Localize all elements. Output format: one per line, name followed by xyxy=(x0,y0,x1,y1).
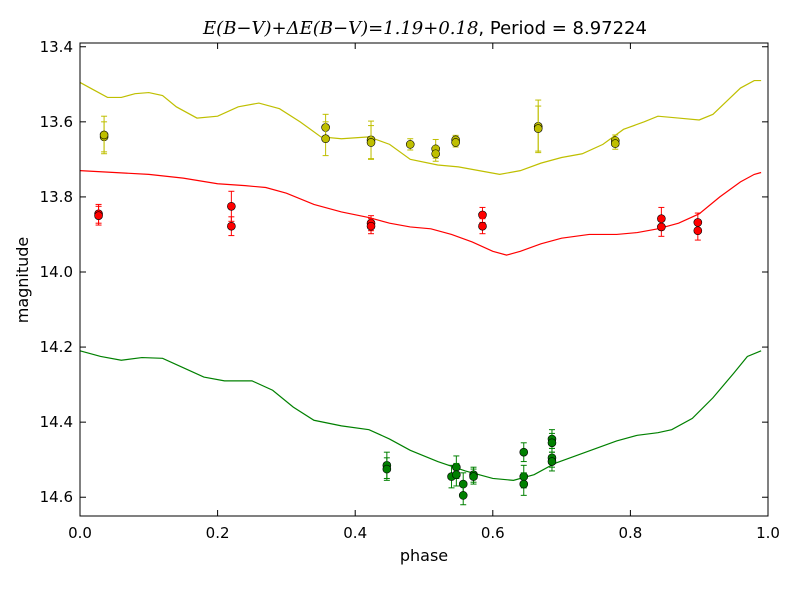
x-axis-label: phase xyxy=(400,546,448,565)
data-point-0-3 xyxy=(321,121,330,157)
data-point-1-3 xyxy=(227,216,236,237)
data-point-1-1 xyxy=(94,205,103,226)
plot-layer xyxy=(79,79,762,506)
data-point-0-1 xyxy=(99,115,109,155)
y-tick-label: 13.4 xyxy=(40,38,73,56)
data-point-2-13 xyxy=(547,432,557,453)
data-point-1-7 xyxy=(478,218,487,235)
tick-layer: 0.0 0.2 0.4 0.6 0.8 1.0 13.4 13.6 13.8 14.0 14.2 14… xyxy=(40,38,780,542)
y-tick-label: 14.4 xyxy=(40,413,73,431)
data-point-2-4 xyxy=(452,462,461,487)
model-curve-0 xyxy=(79,79,762,175)
y-tick-label: 14.2 xyxy=(40,338,73,356)
y-axis-label: magnitude xyxy=(13,237,32,324)
data-point-1-5 xyxy=(366,218,376,235)
model-curve-1 xyxy=(79,170,762,256)
y-tick-label: 14.0 xyxy=(40,263,73,281)
chart-title-math: E(B−V)+ΔE(B−V)=1.19+0.18 xyxy=(202,18,478,39)
data-point-0-6 xyxy=(405,138,415,151)
data-point-2-15 xyxy=(547,451,557,472)
data-point-0-5 xyxy=(366,125,376,160)
data-point-1-11 xyxy=(693,220,703,241)
model-curve-2 xyxy=(79,350,762,481)
data-point-0-14 xyxy=(610,137,620,150)
plot-frame xyxy=(79,42,769,517)
data-point-1-2 xyxy=(227,190,236,222)
y-tick-label: 13.6 xyxy=(40,113,73,131)
data-point-2-9 xyxy=(519,442,529,463)
x-tick-label: 0.0 xyxy=(68,524,92,542)
x-tick-label: 1.0 xyxy=(756,524,780,542)
data-point-0-12 xyxy=(533,105,543,152)
data-point-0-10 xyxy=(451,137,460,148)
x-tick-label: 0.8 xyxy=(618,524,642,542)
x-tick-label: 0.4 xyxy=(343,524,367,542)
chart-title-text: , Period = 8.97224 xyxy=(478,18,647,39)
chart-title: E(B−V)+ΔE(B−V)=1.19+0.18, Period = 8.972… xyxy=(202,18,647,39)
data-point-2-1 xyxy=(382,457,392,481)
y-tick-label: 13.8 xyxy=(40,188,73,206)
y-tick-label: 14.6 xyxy=(40,488,73,506)
data-point-1-9 xyxy=(657,217,666,237)
data-point-2-11 xyxy=(519,472,529,496)
x-tick-label: 0.6 xyxy=(481,524,505,542)
data-point-0-8 xyxy=(431,145,440,162)
x-tick-label: 0.2 xyxy=(206,524,230,542)
data-point-2-8 xyxy=(469,468,478,485)
data-point-2-6 xyxy=(458,485,468,506)
